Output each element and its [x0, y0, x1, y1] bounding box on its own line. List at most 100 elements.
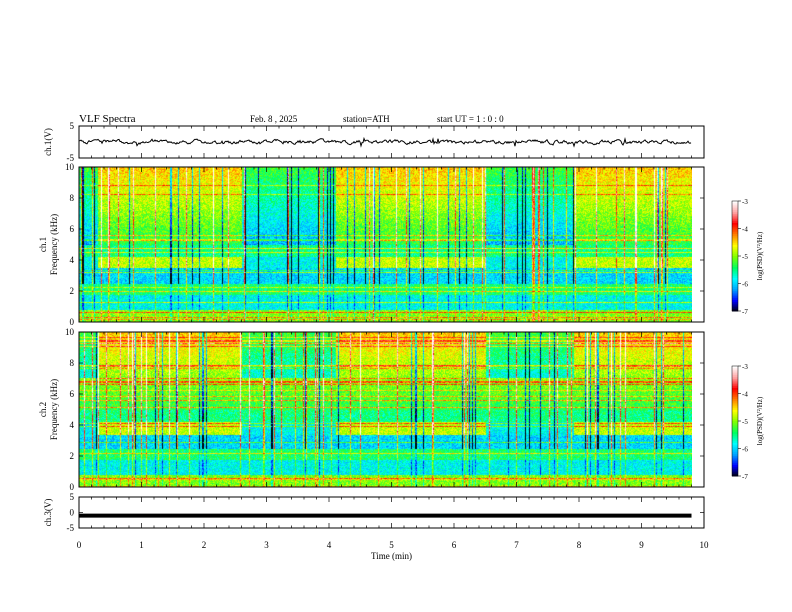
colorbar-2-cell: [732, 408, 738, 411]
colorbar-2-cell: [732, 384, 738, 387]
colorbar-1-cell: [732, 234, 738, 237]
colorbar-2-cell: [732, 430, 738, 433]
colorbar-2-cell: [732, 452, 738, 455]
colorbar-1-tick-label: -5: [742, 253, 748, 261]
colorbar-2-cell: [732, 411, 738, 415]
colorbar-2-cell: [732, 382, 738, 385]
colorbar-2-cell: [732, 424, 738, 427]
colorbar-1-cell: [732, 215, 738, 218]
ch2-spectrogram-ylabel: ch.2: [38, 402, 48, 417]
colorbar-2-cell: [732, 468, 738, 471]
colorbar-2-cell: [732, 400, 738, 404]
colorbar-2-cell: [732, 373, 738, 376]
colorbar-2-cell: [732, 435, 738, 438]
colorbar-2-cell: [732, 428, 738, 431]
colorbar-1-cell: [732, 292, 738, 295]
colorbar-1-cell: [732, 252, 738, 255]
colorbar-2-cell: [732, 461, 738, 464]
colorbar-1-cell: [732, 265, 738, 268]
ch2-spectrogram-image: [79, 332, 692, 487]
ch2-spectrogram-ytick-label: 6: [70, 389, 75, 399]
colorbar-2-cell: [732, 413, 738, 416]
colorbar-1-cell: [732, 224, 738, 228]
x-tick-label: 4: [327, 540, 332, 550]
colorbar-1-cell: [732, 281, 738, 284]
colorbar-2-cell: [732, 463, 738, 466]
colorbar-1-tick-label: -7: [742, 308, 748, 316]
colorbar-2-cell: [732, 459, 738, 462]
colorbar-2-cell: [732, 444, 738, 448]
ch2-spectrogram-ytick-label: 4: [70, 420, 75, 430]
colorbar-2-cell: [732, 465, 738, 468]
ch3-waveform-ytick-label: -5: [67, 523, 75, 533]
colorbar-1-cell: [732, 202, 738, 206]
colorbar-1-tick-label: -4: [742, 226, 748, 234]
colorbar-2-cell: [732, 371, 738, 374]
ch1-spectrogram-ylabel: ch.1: [38, 237, 48, 252]
colorbar-2-cell: [732, 391, 738, 394]
colorbar-2-cell: [732, 450, 738, 453]
colorbar-2-cell: [732, 422, 738, 426]
colorbar-1-cell: [732, 259, 738, 262]
ch2-spectrogram-ylabel2: Frequency (kHz): [49, 379, 59, 440]
ch3-waveform-ytick-label: 0: [70, 508, 75, 518]
colorbar-1-cell: [732, 248, 738, 251]
colorbar-2-cell: [732, 406, 738, 409]
colorbar-2-tick-label: -7: [742, 473, 748, 481]
colorbar-1-cell: [732, 261, 738, 264]
colorbar-1-cell: [732, 256, 738, 259]
colorbar-2-cell: [732, 457, 738, 460]
colorbar-2-cell: [732, 419, 738, 422]
colorbar-2-cell: [732, 417, 738, 420]
colorbar-1-cell: [732, 270, 738, 273]
ch1-waveform-ytick-label: 5: [70, 121, 75, 131]
colorbar-1-cell: [732, 263, 738, 266]
ch1-spectrogram-ylabel2: Frequency (kHz): [49, 214, 59, 275]
ch3-waveform-ylabel: ch.3(V): [43, 499, 53, 527]
colorbar-2-cell: [732, 367, 738, 371]
colorbar-1-cell: [732, 276, 738, 279]
start-time-label: start UT = 1 : 0 : 0: [437, 114, 504, 124]
colorbar-1-cell: [732, 245, 738, 248]
ch1-spectrogram-image: [79, 167, 692, 322]
colorbar-1-cell: [732, 221, 738, 224]
ch1-spectrogram-ytick-label: 8: [70, 193, 75, 203]
ch3-waveform-ytick-label: 5: [70, 492, 75, 502]
colorbar-2-cell: [732, 448, 738, 451]
colorbar-2-cell: [732, 466, 738, 470]
colorbar-2-cell: [732, 432, 738, 435]
colorbar-1-cell: [732, 296, 738, 299]
colorbar-1-cell: [732, 206, 738, 209]
colorbar-1-cell: [732, 232, 738, 235]
x-tick-label: 7: [514, 540, 519, 550]
colorbar-2-cell: [732, 389, 738, 393]
station-label: station=ATH: [343, 114, 390, 124]
x-tick-label: 5: [389, 540, 394, 550]
colorbar-1-cell: [732, 257, 738, 261]
x-tick-label: 1: [139, 540, 144, 550]
colorbar-2-tick-label: -6: [742, 446, 748, 454]
colorbar-2-cell: [732, 375, 738, 378]
colorbar-2-cell: [732, 380, 738, 383]
ch1-spectrogram-ytick-label: 6: [70, 224, 75, 234]
colorbar-1-cell: [732, 208, 738, 211]
colorbar-2-tick-label: -4: [742, 391, 748, 399]
colorbar-2-cell: [732, 446, 738, 449]
colorbar-2-cell: [732, 386, 738, 389]
colorbar-2-cell: [732, 369, 738, 372]
x-tick-label: 8: [577, 540, 582, 550]
ch1-spectrogram-ytick-label: 2: [70, 286, 75, 296]
colorbar-1-cell: [732, 241, 738, 244]
colorbar-1-cell: [732, 287, 738, 290]
colorbar-2-cell: [732, 433, 738, 437]
colorbar-1-cell: [732, 246, 738, 250]
colorbar-1-cell: [732, 219, 738, 222]
colorbar-2-cell: [732, 443, 738, 446]
colorbar-1-cell: [732, 237, 738, 240]
colorbar-2-cell: [732, 455, 738, 459]
colorbar-1-tick-label: -6: [742, 281, 748, 289]
colorbar-1-cell: [732, 243, 738, 246]
colorbar-1-tick-label: -3: [742, 198, 748, 206]
colorbar-1-cell: [732, 213, 738, 217]
colorbar-1-cell: [732, 305, 738, 308]
